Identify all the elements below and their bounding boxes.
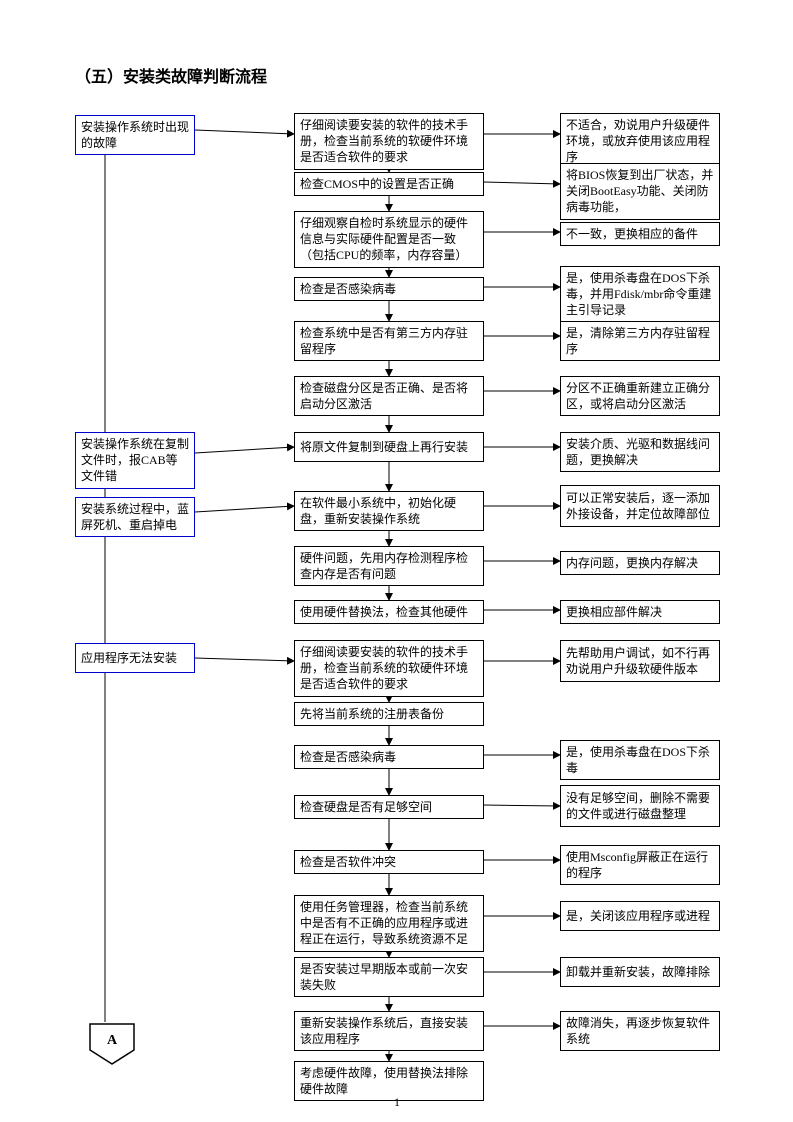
offpage-connector: A [88, 1022, 136, 1070]
blue-b4: 应用程序无法安装 [75, 643, 195, 673]
blue-b1: 安装操作系统时出现的故障 [75, 115, 195, 155]
mid-m1: 仔细阅读要安装的软件的技术手册，检查当前系统的软硬件环境是否适合软件的要求 [294, 113, 484, 170]
right-r9: 内存问题，更换内存解决 [560, 551, 720, 575]
blue-b3: 安装系统过程中，蓝屏死机、重启掉电 [75, 497, 195, 537]
page-number: 1 [394, 1095, 400, 1110]
mid-m15: 检查是否软件冲突 [294, 850, 484, 874]
right-r14: 没有足够空间，删除不需要的文件或进行磁盘整理 [560, 785, 720, 827]
right-r3: 不一致，更换相应的备件 [560, 222, 720, 246]
mid-m2: 检查CMOS中的设置是否正确 [294, 172, 484, 196]
right-r6: 分区不正确重新建立正确分区，或将启动分区激活 [560, 376, 720, 416]
mid-m9: 硬件问题，先用内存检测程序检查内存是否有问题 [294, 546, 484, 586]
right-r17: 卸载并重新安装，故障排除 [560, 957, 720, 987]
mid-m12: 先将当前系统的注册表备份 [294, 702, 484, 726]
right-r5: 是，清除第三方内存驻留程序 [560, 321, 720, 361]
mid-m11: 仔细阅读要安装的软件的技术手册，检查当前系统的软硬件环境是否适合软件的要求 [294, 640, 484, 697]
mid-m6: 检查磁盘分区是否正确、是否将启动分区激活 [294, 376, 484, 416]
mid-m5: 检查系统中是否有第三方内存驻留程序 [294, 321, 484, 361]
right-r8: 可以正常安装后，逐一添加外接设备，并定位故障部位 [560, 485, 720, 527]
right-r1: 不适合，劝说用户升级硬件环境，或放弃使用该应用程序 [560, 113, 720, 170]
blue-b2: 安装操作系统在复制文件时，报CAB等文件错 [75, 432, 195, 489]
mid-m4: 检查是否感染病毒 [294, 277, 484, 301]
right-r4: 是，使用杀毒盘在DOS下杀毒，并用Fdisk/mbr命令重建主引导记录 [560, 266, 720, 323]
mid-m19: 考虑硬件故障，使用替换法排除硬件故障 [294, 1061, 484, 1101]
right-r7: 安装介质、光驱和数据线问题，更换解决 [560, 432, 720, 472]
mid-m14: 检查硬盘是否有足够空间 [294, 795, 484, 819]
mid-m7: 将原文件复制到硬盘上再行安装 [294, 432, 484, 462]
right-r11: 先帮助用户调试，如不行再劝说用户升级软硬件版本 [560, 640, 720, 682]
right-r2: 将BIOS恢复到出厂状态，并关闭BootEasy功能、关闭防病毒功能， [560, 163, 720, 220]
mid-m18: 重新安装操作系统后，直接安装该应用程序 [294, 1011, 484, 1051]
mid-m17: 是否安装过早期版本或前一次安装失败 [294, 957, 484, 997]
mid-m8: 在软件最小系统中，初始化硬盘，重新安装操作系统 [294, 491, 484, 531]
right-r10: 更换相应部件解决 [560, 600, 720, 624]
mid-m10: 使用硬件替换法，检查其他硬件 [294, 600, 484, 624]
right-r18: 故障消失，再逐步恢复软件系统 [560, 1011, 720, 1051]
right-r15: 使用Msconfig屏蔽正在运行的程序 [560, 845, 720, 885]
mid-m16: 使用任务管理器，检查当前系统中是否有不正确的应用程序或进程正在运行，导致系统资源… [294, 895, 484, 952]
right-r13: 是，使用杀毒盘在DOS下杀毒 [560, 740, 720, 780]
connector-label: A [107, 1033, 118, 1048]
page-title: （五）安装类故障判断流程 [75, 63, 267, 87]
mid-m13: 检查是否感染病毒 [294, 745, 484, 769]
mid-m3: 仔细观察自检时系统显示的硬件信息与实际硬件配置是否一致（包括CPU的频率，内存容… [294, 211, 484, 268]
right-r16: 是，关闭该应用程序或进程 [560, 901, 720, 931]
